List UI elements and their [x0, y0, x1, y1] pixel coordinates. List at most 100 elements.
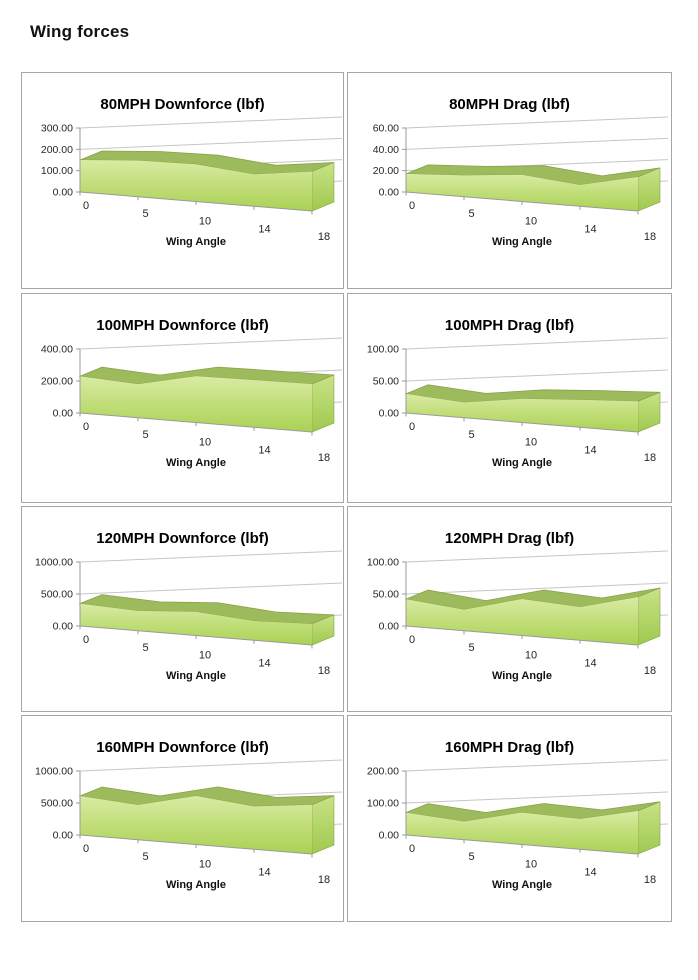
x-tick-label: 10	[525, 650, 537, 662]
y-tick-label: 100.00	[367, 557, 399, 569]
x-tick-label: 5	[142, 429, 148, 441]
x-tick-label: 5	[142, 642, 148, 654]
area-chart-100mph-downforce: 0.00 200.00 400.00 0 5 10 14 18 Wing Angle	[41, 337, 343, 469]
x-tick-label: 10	[199, 859, 211, 871]
x-tick-label: 0	[409, 634, 415, 646]
chart-title: 160MPH Downforce (lbf)	[96, 739, 269, 756]
x-tick-label: 10	[199, 650, 211, 662]
x-tick-label: 18	[644, 874, 656, 886]
y-tick-label: 0.00	[379, 187, 400, 199]
area-chart-120mph-downforce: 0.00 500.00 1000.00 0 5 10 14 18 Wing Angle	[35, 550, 343, 682]
x-axis-title: Wing Angle	[166, 457, 226, 469]
gridline	[79, 550, 343, 563]
chart-160mph-downforce: 160MPH Downforce (lbf) 0.00 500.00 1000.00…	[21, 715, 344, 922]
x-tick-label: 0	[409, 421, 415, 433]
area-chart-160mph-drag: 0.00 100.00 200.00 0 5 10 14 18 Wing Angle	[367, 759, 669, 891]
chart-title: 120MPH Downforce (lbf)	[96, 530, 269, 547]
chart-title: 80MPH Drag (lbf)	[449, 96, 570, 113]
x-tick-label: 14	[584, 866, 596, 878]
gridline	[79, 337, 343, 350]
x-tick-label: 10	[199, 437, 211, 449]
y-tick-label: 100.00	[367, 798, 399, 810]
area-front-face	[406, 173, 638, 211]
y-tick-label: 0.00	[53, 830, 74, 842]
x-tick-label: 5	[468, 851, 474, 863]
x-tick-label: 5	[142, 851, 148, 863]
x-tick-label: 0	[83, 843, 89, 855]
chart-title: 120MPH Drag (lbf)	[444, 530, 575, 547]
y-tick-label: 200.00	[41, 376, 73, 388]
chart-160mph-drag: 160MPH Drag (lbf) 0.00 100.00 200.00 0 5 10 14…	[347, 715, 672, 922]
area-end-cap	[311, 795, 335, 855]
gridline	[405, 791, 669, 804]
area-front-face	[406, 597, 638, 645]
x-tick-label: 14	[258, 444, 270, 456]
y-tick-label: 500.00	[41, 798, 73, 810]
y-tick-label: 40.00	[373, 144, 399, 156]
y-tick-label: 50.00	[373, 589, 399, 601]
y-tick-label: 100.00	[367, 344, 399, 356]
gridline	[405, 369, 669, 382]
x-tick-label: 18	[644, 231, 656, 243]
y-tick-label: 1000.00	[35, 766, 73, 778]
x-tick-label: 5	[468, 642, 474, 654]
area-end-cap	[637, 801, 661, 855]
x-tick-label: 18	[644, 452, 656, 464]
y-tick-label: 200.00	[367, 766, 399, 778]
y-tick-label: 0.00	[53, 408, 74, 420]
x-tick-label: 14	[258, 223, 270, 235]
area-front-face	[406, 393, 638, 432]
area-front-face	[80, 160, 312, 211]
x-tick-label: 14	[584, 223, 596, 235]
area-chart-160mph-downforce: 0.00 500.00 1000.00 0 5 10 14 18 Wing Angle	[35, 759, 343, 891]
x-tick-label: 5	[142, 208, 148, 220]
x-axis-title: Wing Angle	[492, 670, 552, 682]
y-tick-label: 200.00	[41, 144, 73, 156]
area-chart-120mph-drag: 0.00 50.00 100.00 0 5 10 14 18 Wing Angle	[367, 550, 669, 682]
x-axis-title: Wing Angle	[492, 879, 552, 891]
area-chart-100mph-drag: 0.00 50.00 100.00 0 5 10 14 18 Wing Angle	[367, 337, 669, 469]
x-tick-label: 10	[525, 437, 537, 449]
area-front-face	[80, 376, 312, 432]
x-axis-title: Wing Angle	[166, 879, 226, 891]
chart-120mph-downforce: 120MPH Downforce (lbf) 0.00 500.00 1000.00…	[21, 506, 344, 712]
gridline	[405, 137, 669, 150]
y-tick-label: 0.00	[53, 187, 74, 199]
chart-title: 160MPH Drag (lbf)	[444, 739, 575, 756]
x-tick-label: 18	[318, 452, 330, 464]
area-end-cap	[311, 374, 335, 433]
y-tick-label: 20.00	[373, 165, 399, 177]
x-tick-label: 18	[644, 665, 656, 677]
x-tick-label: 14	[258, 657, 270, 669]
area-front-face	[80, 603, 312, 645]
y-tick-label: 60.00	[373, 123, 399, 135]
x-tick-label: 10	[525, 216, 537, 228]
chart-100mph-downforce: 100MPH Downforce (lbf) 0.00 200.00 400.00 0…	[21, 293, 344, 503]
x-tick-label: 18	[318, 874, 330, 886]
y-tick-label: 500.00	[41, 589, 73, 601]
y-tick-label: 1000.00	[35, 557, 73, 569]
x-tick-label: 0	[83, 421, 89, 433]
y-tick-label: 50.00	[373, 376, 399, 388]
area-end-cap	[637, 587, 661, 646]
chart-120mph-drag: 120MPH Drag (lbf) 0.00 50.00 100.00 0 5 10 14 1…	[347, 506, 672, 712]
x-tick-label: 0	[83, 200, 89, 212]
y-tick-label: 0.00	[53, 621, 74, 633]
y-tick-label: 0.00	[379, 830, 400, 842]
gridline	[79, 137, 343, 150]
x-tick-label: 14	[584, 444, 596, 456]
x-tick-label: 5	[468, 429, 474, 441]
gridline	[79, 116, 343, 129]
y-tick-label: 300.00	[41, 123, 73, 135]
y-tick-label: 0.00	[379, 621, 400, 633]
x-tick-label: 14	[258, 866, 270, 878]
gridline	[79, 759, 343, 772]
x-tick-label: 10	[199, 216, 211, 228]
x-axis-title: Wing Angle	[166, 236, 226, 248]
x-tick-label: 0	[83, 634, 89, 646]
chart-title: 80MPH Downforce (lbf)	[100, 96, 265, 113]
x-tick-label: 5	[468, 208, 474, 220]
x-axis-title: Wing Angle	[492, 236, 552, 248]
gridline	[405, 582, 669, 595]
chart-100mph-drag: 100MPH Drag (lbf) 0.00 50.00 100.00 0 5 10 14 1…	[347, 293, 672, 503]
